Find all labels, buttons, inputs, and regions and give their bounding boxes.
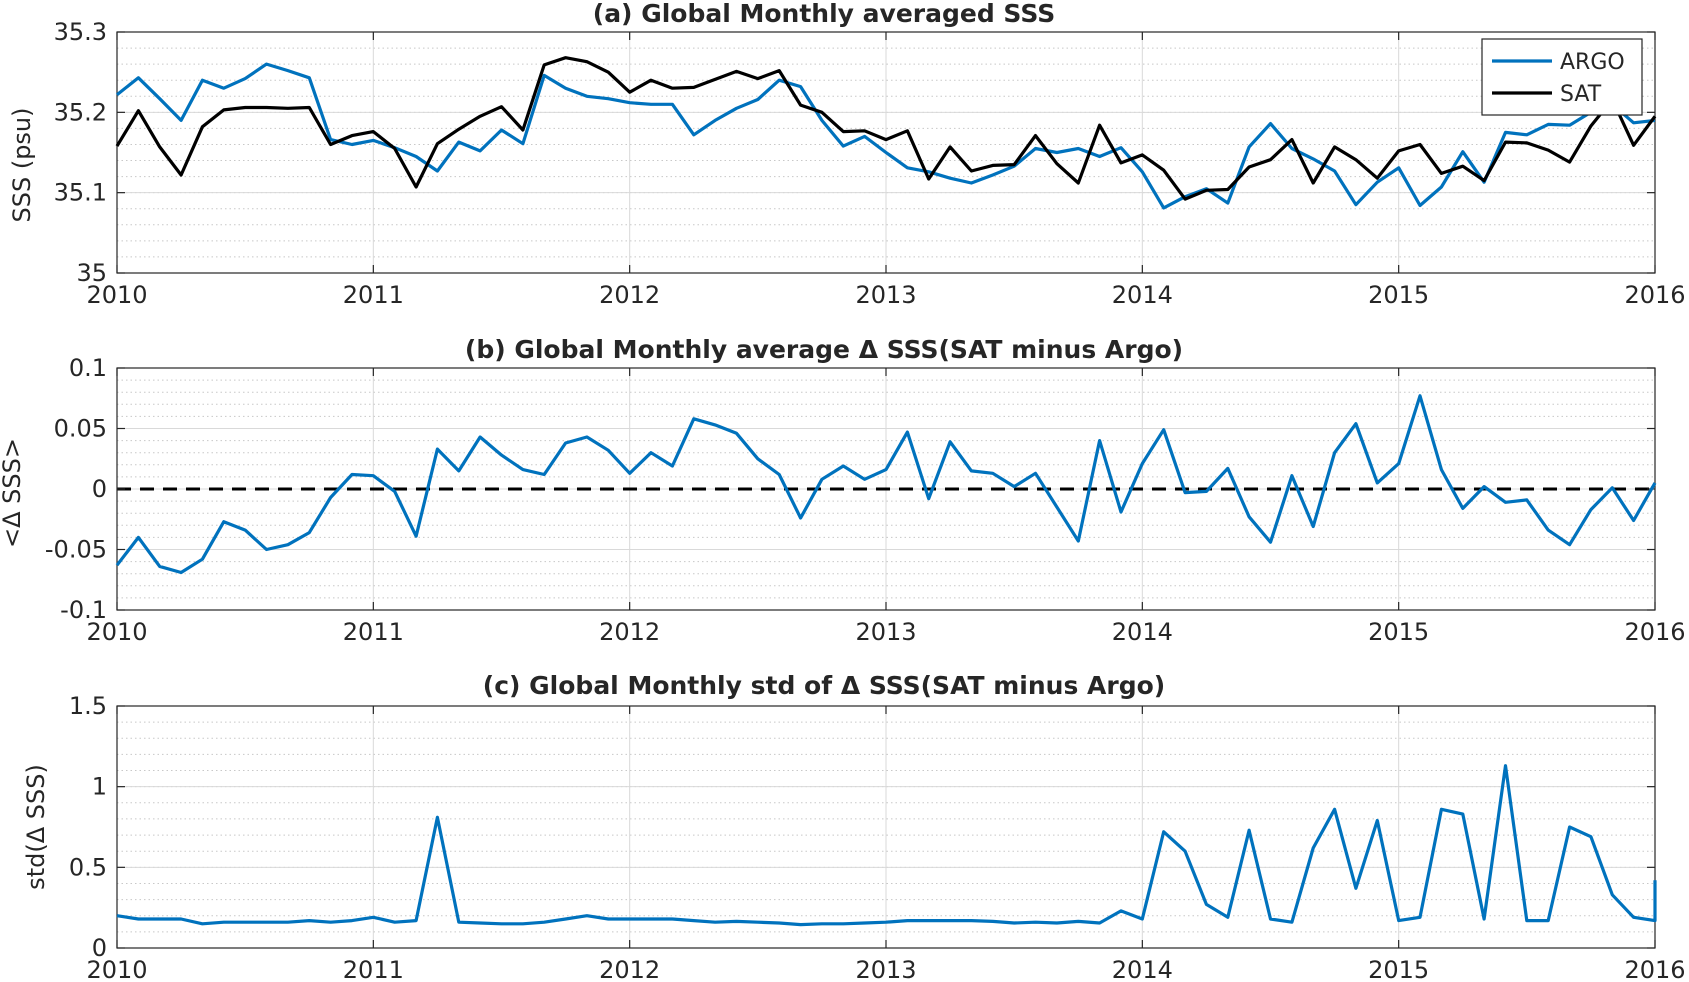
- x-tick-label: 2016: [1624, 281, 1685, 309]
- y-tick-label: -0.05: [45, 536, 107, 564]
- y-tick-label: -0.1: [60, 596, 107, 624]
- y-tick-label: 35.3: [54, 18, 107, 46]
- x-tick-label: 2014: [1112, 281, 1173, 309]
- y-tick-label: 0.05: [54, 415, 107, 443]
- x-tick-label: 2015: [1368, 956, 1429, 982]
- panel-b-title: (b) Global Monthly average Δ SSS(SAT min…: [465, 335, 1183, 364]
- panel-c-ylabel: std(Δ SSS): [22, 764, 50, 890]
- y-tick-label: 35.2: [54, 98, 107, 126]
- series-line-argo: [116, 62, 1656, 210]
- x-tick-label: 2013: [855, 618, 916, 646]
- x-tick-label: 2016: [1624, 956, 1685, 982]
- x-tick-label: 2011: [343, 956, 404, 982]
- y-tick-label: 1.5: [69, 692, 107, 720]
- panel-c-title: (c) Global Monthly std of Δ SSS(SAT minu…: [483, 671, 1165, 700]
- y-tick-label: 0.1: [69, 354, 107, 382]
- x-tick-label: 2011: [343, 281, 404, 309]
- legend-label-argo: ARGO: [1560, 50, 1625, 75]
- series-line-panel-c: [116, 764, 1657, 927]
- panel-a-ylabel: SSS (psu): [8, 107, 36, 222]
- legend-box: [1481, 38, 1643, 116]
- x-tick-label: 2016: [1624, 618, 1685, 646]
- panel-a: (a) Global Monthly averaged SSS SSS (psu…: [8, 0, 1686, 309]
- x-tick-label: 2012: [599, 618, 660, 646]
- y-tick-label: 1: [92, 773, 107, 801]
- series-line-panel-b: [115, 394, 1657, 575]
- x-tick-label: 2012: [599, 281, 660, 309]
- panel-c-plot: 2010 2011 2012 2013 2014 2015 2016 0 0.5 1 1.5: [69, 692, 1686, 982]
- panel-b: (b) Global Monthly average Δ SSS(SAT min…: [0, 335, 1686, 646]
- x-tick-label: 2014: [1112, 956, 1173, 982]
- x-tick-label: 2015: [1368, 618, 1429, 646]
- panel-a-plot: 2010 2011 2012 2013 2014 2015 2016 35 35.1 35.2 35…: [54, 18, 1686, 309]
- x-tick-label: 2015: [1368, 281, 1429, 309]
- x-tick-label: 2010: [86, 956, 147, 982]
- x-tick-label: 2012: [599, 956, 660, 982]
- x-tick-label: 2013: [855, 281, 916, 309]
- x-tick-label: 2013: [855, 956, 916, 982]
- y-tick-label: 35: [76, 259, 107, 287]
- x-tick-label: 2014: [1112, 618, 1173, 646]
- panel-c: (c) Global Monthly std of Δ SSS(SAT minu…: [22, 671, 1686, 982]
- panel-b-ylabel: <Δ SSS>: [0, 438, 26, 548]
- y-tick-label: 0.5: [69, 853, 107, 881]
- series-line-sat: [115, 56, 1657, 201]
- x-tick-label: 2010: [86, 281, 147, 309]
- panel-b-plot: 2010 2011 2012 2013 2014 2015 2016 -0.1 -0.05 0 0.…: [45, 354, 1686, 646]
- x-tick-label: 2010: [86, 618, 147, 646]
- panel-a-title: (a) Global Monthly averaged SSS: [593, 0, 1055, 28]
- y-tick-label: 35.1: [54, 179, 107, 207]
- x-tick-label: 2011: [343, 618, 404, 646]
- legend-label-sat: SAT: [1560, 82, 1602, 107]
- legend: ARGO SAT: [1481, 38, 1643, 116]
- y-tick-label: 0: [92, 934, 107, 962]
- y-tick-label: 0: [92, 475, 107, 503]
